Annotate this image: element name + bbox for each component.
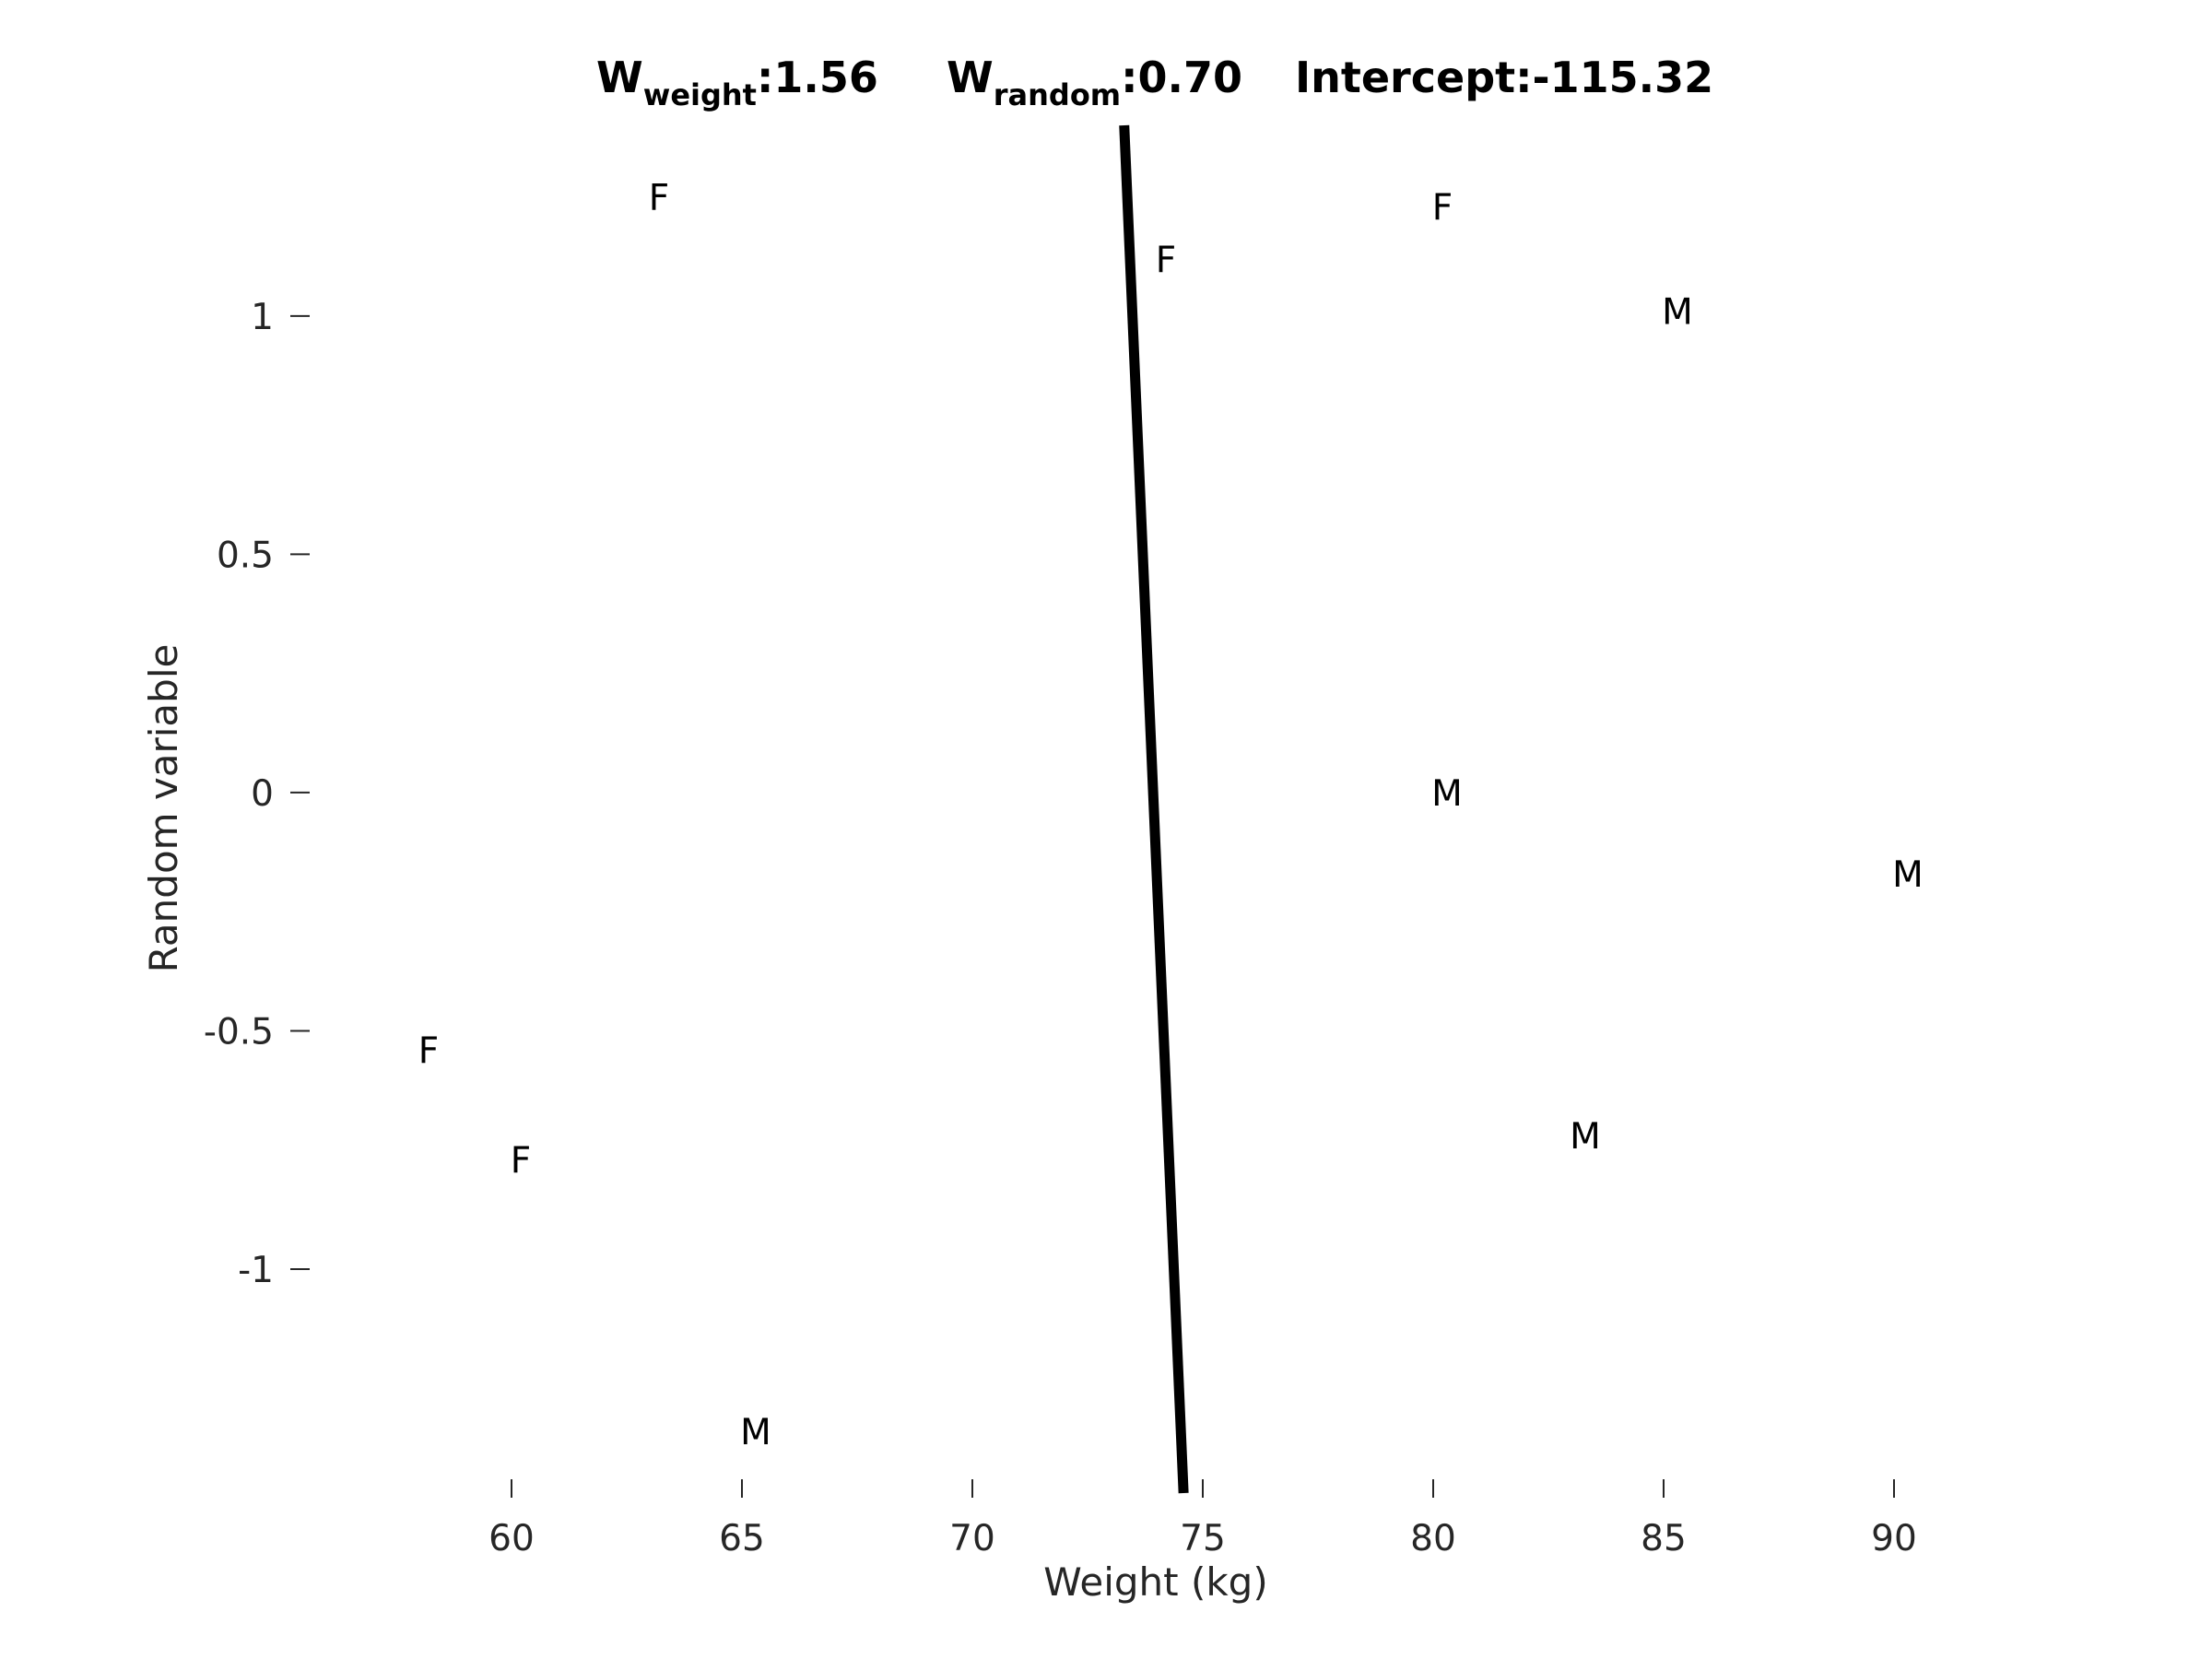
title-intercept: Intercept:-115.32 [1295,53,1713,102]
data-point-female: F [418,1030,439,1072]
x-tick-label: 60 [488,1518,535,1559]
data-point-male: M [1431,773,1463,815]
y-tick-label: -1 [238,1250,274,1291]
data-point-female: F [1432,187,1453,229]
title-w-weight-value: :1.56 [757,53,878,102]
x-tick-label: 75 [1180,1518,1226,1559]
svg-text:Wweight:1.56: Wweight:1.56 [596,53,878,112]
x-axis: 60 65 70 75 80 85 90 [488,1479,1917,1559]
decision-boundary-line [1119,124,1189,1494]
title-w-weight: W [596,53,643,102]
title-w-weight-subscript: weight [643,77,757,112]
data-point-male: M [1892,854,1924,896]
x-tick-label: 70 [949,1518,995,1559]
x-tick-label: 90 [1871,1518,1917,1559]
data-point-female: F [511,1140,531,1182]
svg-text:Wrandom:0.70: Wrandom:0.70 [947,53,1242,112]
data-point-male: M [1662,292,1693,334]
y-axis-label: Random variable [141,644,186,973]
title-w-random-value: :0.70 [1121,53,1242,102]
chart-title: Wweight:1.56 Wrandom:0.70 Intercept:-115… [596,53,1713,112]
title-w-random: W [947,53,994,102]
y-tick-label: 0.5 [217,535,274,576]
decision-boundary-layer [1119,124,1189,1494]
data-point-female: F [1156,240,1176,281]
data-point-male: M [740,1412,771,1453]
x-tick-label: 80 [1410,1518,1456,1559]
data-point-male: M [1570,1116,1601,1158]
y-tick-label: -0.5 [204,1011,274,1053]
y-axis: 1 0.5 0 -0.5 -1 [204,297,310,1291]
y-tick-label: 1 [251,297,274,338]
x-tick-label: 65 [719,1518,765,1559]
data-point-female: F [649,178,669,219]
y-tick-label: 0 [251,773,274,815]
x-tick-label: 85 [1641,1518,1687,1559]
title-w-random-subscript: random [994,77,1121,112]
points-layer: F F F M M M F F M M [418,178,1924,1453]
x-axis-label: Weight (kg) [1043,1559,1267,1605]
